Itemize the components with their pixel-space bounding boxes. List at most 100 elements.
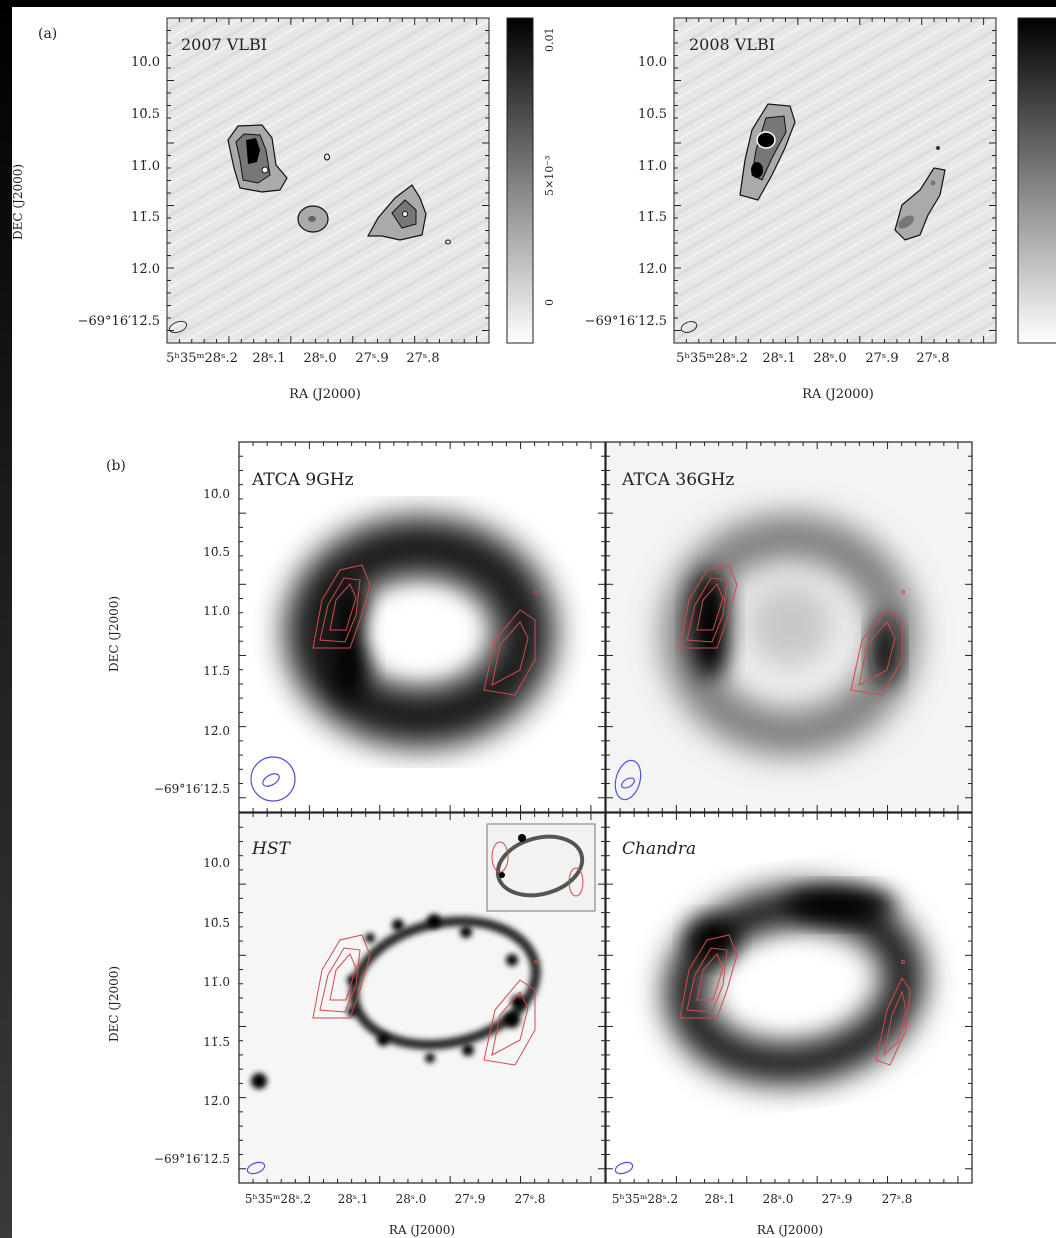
beam-ellipse (246, 1161, 266, 1175)
axis-tick-marks (167, 18, 996, 1183)
dec-tick: −69°16′12̈.5 (78, 314, 160, 329)
figure-sheet: (a) DEC (J2000) 2007 VLBI 0.01 5×10⁻³ 0 (12, 7, 1056, 1238)
dec-tick: 10̈.5 (203, 916, 230, 930)
ra-tick: 28ˢ.1 (338, 1192, 369, 1206)
dec-tick: 10̈.5 (203, 545, 230, 559)
top-border (0, 0, 1056, 7)
ra-tick: 27ˢ.9 (865, 351, 898, 366)
overlay-b3 (312, 934, 538, 1066)
beam-ellipse (614, 1161, 634, 1175)
dec-tick: 11̈.5 (638, 210, 667, 225)
panel-b-dec-label: DEC (J2000) (107, 966, 121, 1042)
vlbi-2007-emission (227, 124, 451, 245)
map-atca-9ghz (239, 442, 605, 812)
ra-tick: 5ʰ35ᵐ28ˢ.2 (245, 1192, 311, 1206)
panel-a-dec-ticks-right: 10̈.0 10̈.5 11̈.0 11̈.5 12̈.0 −69°16′12̈… (585, 55, 667, 329)
map-background (167, 18, 489, 343)
colorbar-tick-label: 5×10⁻³ (543, 156, 556, 196)
map-title: Chandra (622, 839, 696, 859)
ra-tick: 27ˢ.8 (916, 351, 949, 366)
left-border (0, 0, 12, 1238)
ra-tick: 28ˢ.0 (763, 1192, 794, 1206)
dec-tick: 12̈.0 (203, 724, 230, 738)
ra-tick: 28ˢ.0 (813, 351, 846, 366)
panel-b-dec-ticks-bottom: 10̈.0 10̈.5 11̈.0 11̈.5 12̈.0 −69°16′12̈… (154, 856, 230, 1166)
vlbi-contour-overlays (312, 564, 911, 1066)
panel-a-ra-label: RA (J2000) (289, 387, 361, 402)
overlay-b1 (312, 564, 538, 696)
dec-tick: 10̈.5 (131, 107, 160, 122)
ra-tick: 27ˢ.9 (822, 1192, 853, 1206)
colorbar: 0.01 5×10⁻³ 0 (506, 17, 556, 344)
beam-ellipse (614, 759, 642, 801)
dec-tick: 12̈.0 (131, 262, 160, 277)
beam-ellipse (621, 777, 635, 789)
panel-a-ra-ticks-left: 5ʰ35ᵐ28ˢ.2 28ˢ.1 28ˢ.0 27ˢ.9 27ˢ.8 (166, 351, 440, 366)
ra-tick: 28ˢ.1 (705, 1192, 736, 1206)
dec-tick: 11̈.5 (131, 210, 160, 225)
ra-tick: 27ˢ.8 (882, 1192, 913, 1206)
map-title: HST (251, 839, 291, 859)
dec-tick: 11̈.5 (203, 1035, 230, 1049)
overlay-b2 (679, 564, 905, 696)
dec-tick: 10̈.0 (638, 55, 667, 70)
dec-tick: 10̈.0 (131, 55, 160, 70)
dec-tick: 11̈.0 (203, 975, 230, 989)
map-title: 2007 VLBI (181, 35, 267, 54)
beam-markers (246, 756, 642, 1175)
ra-tick: 27ˢ.8 (406, 351, 439, 366)
dec-tick: −69°16′12̈.5 (154, 782, 230, 796)
panel-a-ra-label: RA (J2000) (802, 387, 874, 402)
ra-tick: 5ʰ35ᵐ28ˢ.2 (166, 351, 238, 366)
panel-a-ra-ticks-right: 5ʰ35ᵐ28ˢ.2 28ˢ.1 28ˢ.0 27ˢ.9 27ˢ.8 (676, 351, 950, 366)
map-background (674, 18, 996, 343)
ra-tick: 27ˢ.9 (355, 351, 388, 366)
map-hst (239, 813, 605, 1183)
beam-ellipse (250, 756, 296, 802)
vlbi-2008-emission (739, 103, 946, 241)
panel-b-ra-ticks-right: 5ʰ35ᵐ28ˢ.2 28ˢ.1 28ˢ.0 27ˢ.9 27ˢ.8 (612, 1192, 912, 1206)
ra-tick: 28ˢ.0 (396, 1192, 427, 1206)
dec-tick: 10̈.0 (203, 487, 230, 501)
dec-tick: 10̈.5 (638, 107, 667, 122)
panel-b-ra-ticks-left: 5ʰ35ᵐ28ˢ.2 28ˢ.1 28ˢ.0 27ˢ.9 27ˢ.8 (245, 1192, 545, 1206)
overlay-b4 (679, 934, 911, 1066)
map-atca-36ghz (606, 442, 972, 812)
panel-a-tag: (a) (38, 26, 57, 42)
dec-tick: 11̈.0 (131, 159, 160, 174)
map-2007-vlbi: 2007 VLBI 0.01 5×10⁻³ 0 (166, 17, 556, 344)
dec-tick: −69°16′12̈.5 (154, 1152, 230, 1166)
dec-tick: 11̈.5 (203, 664, 230, 678)
colorbar-tick-label: 0.01 (543, 28, 556, 53)
hst-inset (486, 823, 596, 912)
map-title: ATCA 9GHz (251, 470, 354, 490)
ra-tick: 28ˢ.1 (762, 351, 795, 366)
panel-b-ra-label: RA (J2000) (389, 1223, 455, 1237)
ra-tick: 27ˢ.9 (455, 1192, 486, 1206)
ra-tick: 27ˢ.8 (515, 1192, 546, 1206)
ra-tick: 5ʰ35ᵐ28ˢ.2 (676, 351, 748, 366)
map-title: 2008 VLBI (689, 35, 775, 54)
dec-tick: 11̈.0 (638, 159, 667, 174)
beam-ellipse (680, 321, 698, 333)
ra-tick: 5ʰ35ᵐ28ˢ.2 (612, 1192, 678, 1206)
ra-tick: 28ˢ.1 (252, 351, 285, 366)
panel-b-dec-ticks-top: 10̈.0 10̈.5 11̈.0 11̈.5 12̈.0 −69°16′12̈… (154, 487, 230, 796)
panel-b-tag: (b) (106, 458, 126, 474)
panel-a-dec-label: DEC (J2000) (12, 164, 25, 240)
panel-a-dec-ticks-left: 10̈.0 10̈.5 11̈.0 11̈.5 12̈.0 −69°16′12̈… (78, 55, 160, 329)
colorbar-tick-label: 0 (543, 299, 556, 306)
dec-tick: −69°16′12̈.5 (585, 314, 667, 329)
dec-tick: 10̈.0 (203, 856, 230, 870)
ra-tick: 28ˢ.0 (303, 351, 336, 366)
figure-canvas: (a) DEC (J2000) 2007 VLBI 0.01 5×10⁻³ 0 (12, 17, 1056, 1237)
dec-tick: 11̈.0 (203, 604, 230, 618)
map-title: ATCA 36GHz (621, 470, 734, 490)
map-2008-vlbi: 2008 VLBI (673, 17, 1056, 344)
beam-ellipse (262, 773, 280, 787)
panel-b-dec-label: DEC (J2000) (107, 596, 121, 672)
dec-tick: 12̈.0 (203, 1094, 230, 1108)
map-chandra (606, 813, 972, 1183)
dec-tick: 12̈.0 (638, 262, 667, 277)
panel-b-ra-label: RA (J2000) (757, 1223, 823, 1237)
